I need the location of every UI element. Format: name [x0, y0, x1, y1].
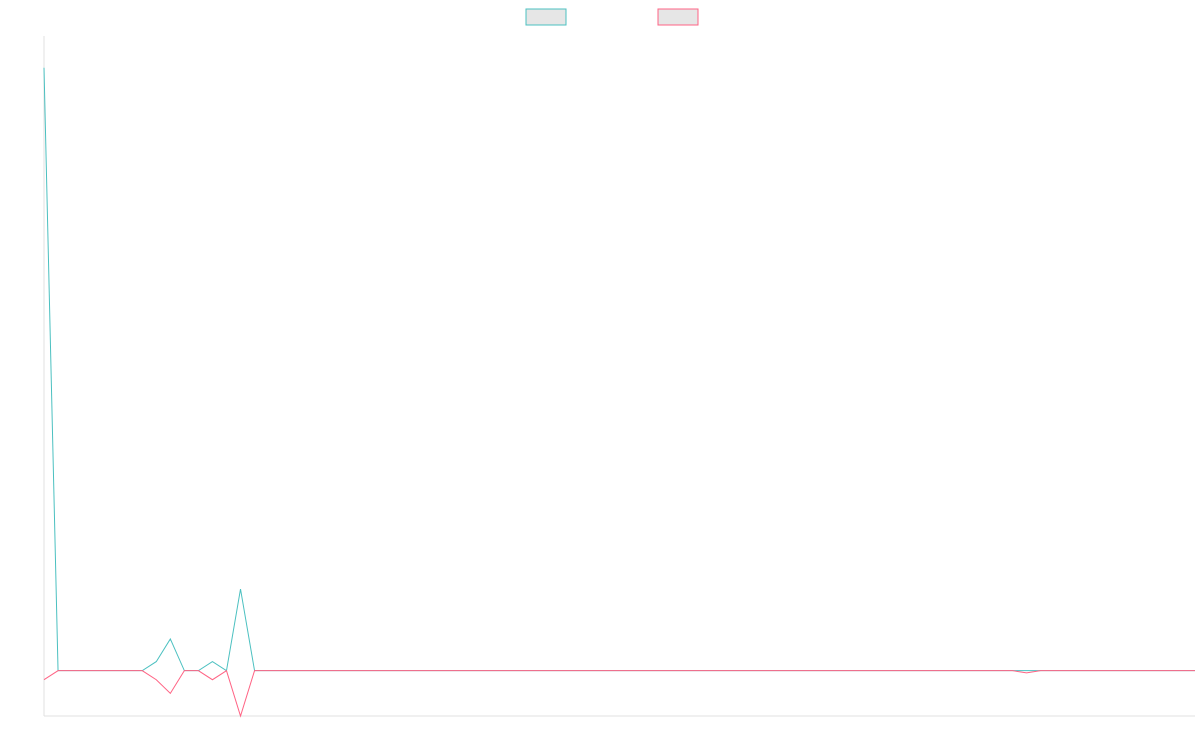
- legend-swatch-1: [525, 8, 567, 26]
- legend-item-1: [525, 8, 567, 26]
- legend-swatch-2: [657, 8, 699, 26]
- axes: [43, 36, 1195, 717]
- series-line-1: [43, 67, 1195, 672]
- legend: [525, 8, 699, 26]
- series-line-2: [43, 669, 1195, 718]
- series-layer: [43, 67, 1195, 718]
- legend-item-2: [657, 8, 699, 26]
